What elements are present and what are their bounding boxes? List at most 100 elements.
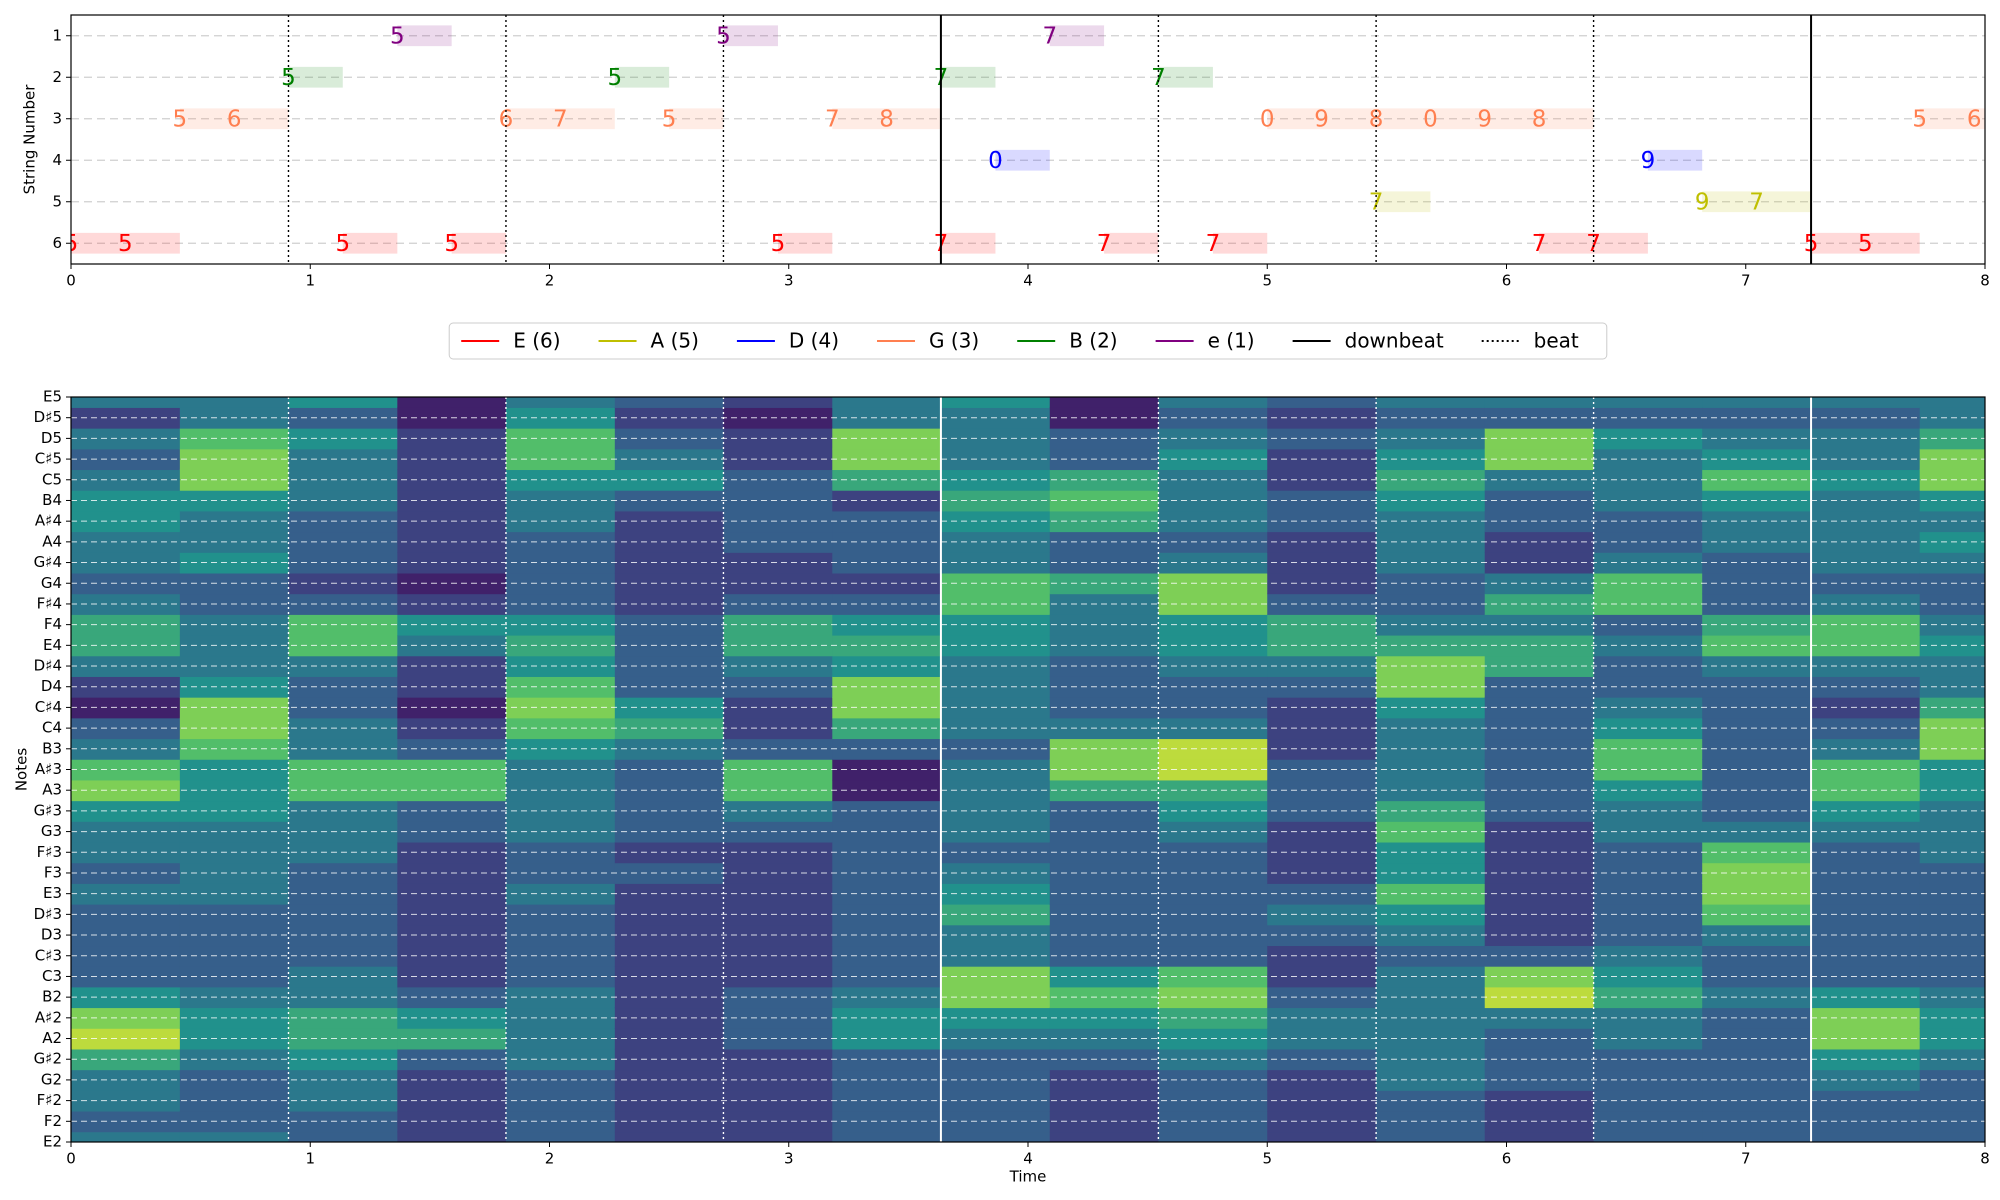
- heat-cell: [1484, 883, 1595, 905]
- heat-cell: [723, 821, 833, 843]
- heat-cell: [1376, 862, 1486, 884]
- x-tick-label: 8: [1980, 272, 1990, 290]
- heat-cell: [1376, 397, 1486, 408]
- y-tick-label: B3: [42, 739, 62, 757]
- heat-cell: [1484, 945, 1595, 967]
- heat-cell: [614, 1069, 725, 1091]
- y-tick-label: A♯3: [35, 760, 62, 778]
- heat-cell: [723, 1007, 833, 1029]
- heat-cell: [505, 779, 616, 802]
- heat-cell: [1919, 1131, 1985, 1142]
- y-tick-label: F3: [44, 863, 62, 881]
- heat-cell: [614, 821, 725, 843]
- heat-cell: [614, 1110, 725, 1133]
- heat-cell: [1376, 1131, 1486, 1142]
- heat-cell: [723, 779, 833, 802]
- heat-cell: [614, 428, 725, 450]
- heat-cell: [1484, 552, 1595, 574]
- heat-cell: [1376, 593, 1486, 615]
- fret-label: 8: [879, 106, 894, 132]
- heat-cell: [614, 697, 725, 719]
- note: [71, 232, 126, 254]
- x-tick-label: 5: [1262, 272, 1272, 290]
- heat-cell: [614, 676, 725, 698]
- heat-cell: [723, 448, 833, 471]
- heat-cell: [1484, 862, 1595, 884]
- note: [832, 108, 887, 130]
- fret-label: 0: [1423, 106, 1438, 132]
- heat-cell: [179, 397, 290, 408]
- plot-area: [71, 397, 1985, 1142]
- heat-cell: [1484, 397, 1595, 408]
- heat-cell: [1484, 469, 1595, 491]
- heat-cell: [614, 986, 725, 1009]
- heat-cell: [723, 1048, 833, 1071]
- note: [342, 232, 398, 254]
- note: [1865, 232, 1920, 254]
- fret-label: 0: [1260, 106, 1275, 132]
- heat-cell: [614, 1048, 725, 1071]
- heat-cell: [1376, 469, 1486, 491]
- heat-cell: [397, 397, 507, 408]
- heat-cell: [1593, 986, 1703, 1009]
- heat-cell: [1593, 883, 1703, 905]
- heat-cell: [1593, 945, 1703, 967]
- heat-cell: [723, 428, 833, 450]
- heat-cell: [505, 531, 616, 553]
- x-tick-label: 4: [1023, 272, 1033, 290]
- note: [1593, 232, 1648, 254]
- heat-cell: [614, 593, 725, 615]
- x-tick-label: 3: [784, 1150, 794, 1168]
- heat-cell: [614, 407, 725, 429]
- note: [1376, 191, 1431, 213]
- heat-cell: [505, 924, 616, 947]
- fret-label: 5: [771, 231, 786, 257]
- heat-cell: [1484, 1007, 1595, 1029]
- y-tick-label: G♯4: [34, 553, 62, 571]
- heat-cell: [1593, 800, 1703, 822]
- y-tick-label: 1: [52, 26, 62, 44]
- heat-cell: [1593, 1048, 1703, 1071]
- heat-cell: [505, 1131, 616, 1142]
- heat-cell: [1484, 1069, 1595, 1091]
- heat-cell: [505, 1007, 616, 1029]
- heat-cell: [71, 397, 181, 408]
- heat-cell: [723, 1090, 833, 1112]
- heat-cell: [1702, 397, 1812, 408]
- heat-cell: [505, 676, 616, 698]
- y-tick-label: G3: [41, 822, 62, 840]
- legend-label: G (3): [929, 329, 979, 353]
- y-tick-label: F4: [44, 615, 62, 633]
- heat-cell: [1376, 800, 1486, 822]
- heat-cell: [1593, 407, 1703, 429]
- heat-cell: [1593, 428, 1703, 450]
- legend-label: D (4): [789, 329, 839, 353]
- y-tick-label: D3: [41, 926, 62, 944]
- heat-cell: [1376, 448, 1486, 471]
- heat-cell: [614, 779, 725, 802]
- heat-cell: [1919, 397, 1985, 408]
- heat-cell: [1484, 634, 1595, 657]
- heat-cell: [505, 655, 616, 677]
- note: [1539, 232, 1594, 254]
- heat-cell: [1593, 1007, 1703, 1029]
- heat-cell: [1376, 841, 1486, 864]
- heat-cell: [723, 1028, 833, 1050]
- fret-label: 7: [1369, 189, 1384, 215]
- heat-cell: [1376, 924, 1486, 947]
- y-tick-label: F♯2: [37, 1091, 62, 1109]
- fret-label: 5: [1912, 106, 1927, 132]
- heat-cell: [1376, 634, 1486, 657]
- heat-cell: [723, 634, 833, 657]
- note: [1811, 232, 1866, 254]
- note: [1158, 66, 1213, 88]
- fret-label: 7: [1042, 23, 1057, 49]
- y-tick-label: A♯4: [35, 512, 62, 530]
- heat-cell: [505, 407, 616, 429]
- note: [1049, 25, 1105, 47]
- plot-area: 555557777755797095667578098098565577557: [71, 23, 1985, 257]
- fret-label: 9: [1477, 106, 1492, 132]
- heat-cell: [614, 738, 725, 760]
- y-tick-label: A2: [42, 1029, 62, 1047]
